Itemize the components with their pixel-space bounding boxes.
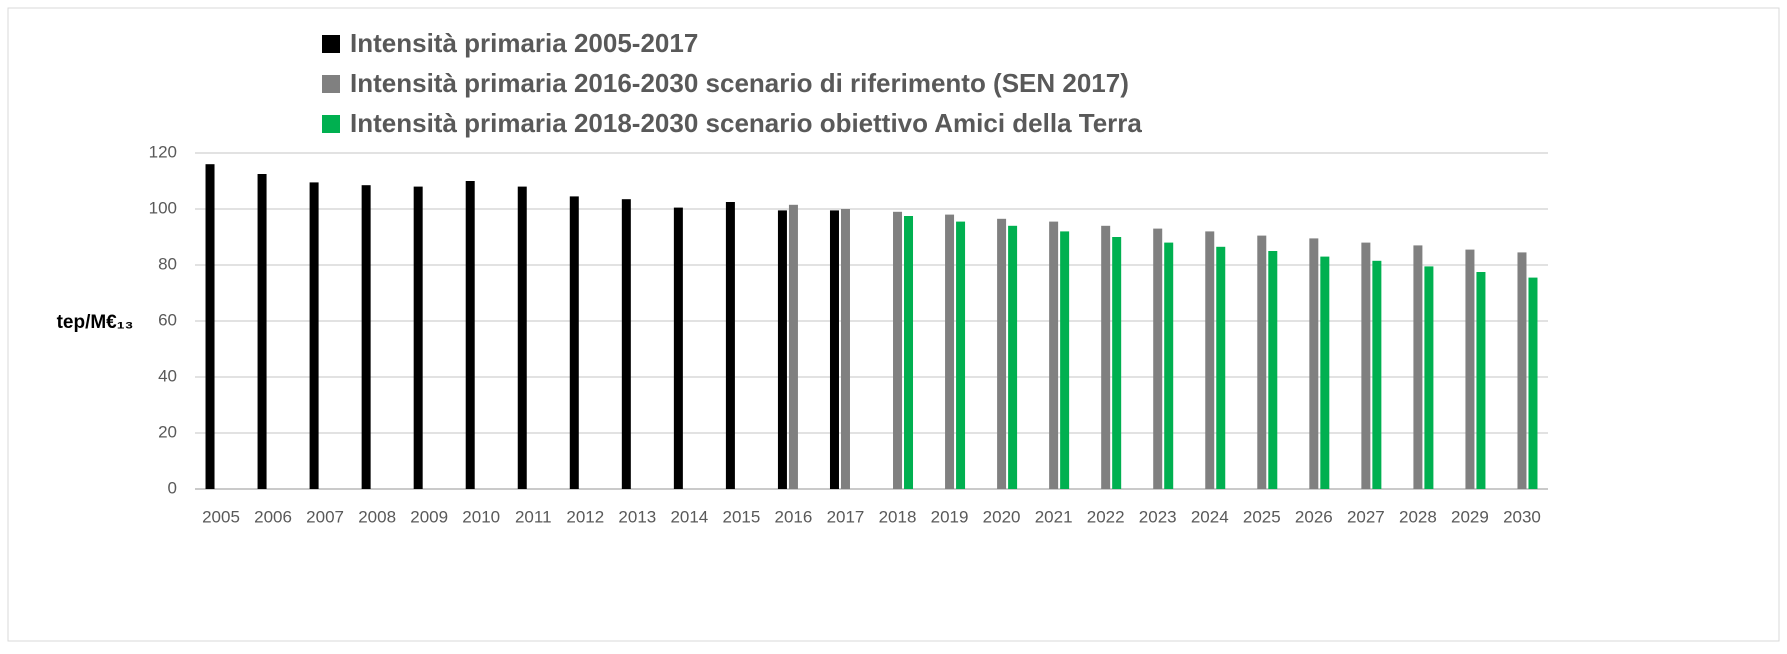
bar: [1112, 237, 1122, 489]
bar: [1008, 225, 1018, 490]
x-tick-label: 2018: [879, 507, 917, 526]
bar: [1424, 266, 1434, 489]
bar: [1216, 246, 1226, 489]
x-tick-label: 2005: [202, 507, 240, 526]
bar: [945, 214, 955, 489]
bar: [893, 211, 903, 490]
legend-label: Intensità primaria 2016-2030 scenario di…: [350, 68, 1129, 98]
x-tick-label: 2021: [1035, 507, 1073, 526]
x-tick-label: 2016: [775, 507, 813, 526]
bar: [413, 186, 423, 489]
bar: [1153, 228, 1163, 489]
x-tick-label: 2022: [1087, 507, 1125, 526]
bar: [788, 204, 798, 490]
bar: [904, 216, 914, 489]
x-tick-label: 2030: [1503, 507, 1541, 526]
x-tick-label: 2020: [983, 507, 1021, 526]
x-tick-label: 2023: [1139, 507, 1177, 526]
x-tick-label: 2015: [722, 507, 760, 526]
bar: [1164, 242, 1174, 489]
bar: [361, 185, 371, 489]
bar: [1049, 221, 1059, 489]
bar: [1465, 249, 1475, 489]
bar: [1320, 256, 1330, 489]
bar: [205, 164, 215, 489]
y-tick-label: 0: [168, 478, 177, 497]
y-tick-label: 100: [149, 198, 177, 217]
x-tick-label: 2006: [254, 507, 292, 526]
bar: [309, 182, 319, 489]
legend-swatch: [322, 115, 340, 133]
bar: [517, 186, 527, 489]
bar: [997, 218, 1007, 490]
bar: [829, 210, 839, 489]
x-tick-label: 2013: [618, 507, 656, 526]
bar: [777, 210, 787, 489]
bar: [1101, 225, 1111, 490]
y-tick-label: 20: [158, 422, 177, 441]
x-tick-label: 2019: [931, 507, 969, 526]
x-tick-label: 2009: [410, 507, 448, 526]
bar: [1517, 252, 1527, 489]
legend-label: Intensità primaria 2018-2030 scenario ob…: [350, 108, 1142, 138]
bar: [1476, 272, 1486, 489]
bar: [569, 196, 579, 489]
x-tick-label: 2011: [515, 507, 552, 526]
x-tick-label: 2014: [670, 507, 708, 526]
x-tick-label: 2010: [462, 507, 500, 526]
bar: [1528, 277, 1538, 489]
legend-swatch: [322, 75, 340, 93]
y-tick-label: 60: [158, 310, 177, 329]
x-tick-label: 2024: [1191, 507, 1229, 526]
bar: [725, 202, 735, 489]
x-tick-label: 2017: [827, 507, 865, 526]
x-tick-label: 2012: [566, 507, 604, 526]
y-tick-label: 80: [158, 254, 177, 273]
bar: [621, 199, 631, 489]
bar: [1060, 231, 1070, 489]
x-tick-label: 2028: [1399, 507, 1437, 526]
bar: [1268, 251, 1278, 489]
x-tick-label: 2027: [1347, 507, 1385, 526]
x-tick-label: 2026: [1295, 507, 1333, 526]
bar: [840, 209, 850, 489]
bar: [1413, 245, 1423, 489]
y-tick-label: 120: [149, 142, 177, 161]
bar: [1257, 235, 1267, 489]
legend-label: Intensità primaria 2005-2017: [350, 28, 698, 58]
y-axis-label: tep/M€₁₃: [57, 312, 134, 333]
legend-swatch: [322, 35, 340, 53]
bar: [673, 207, 683, 489]
x-tick-label: 2007: [306, 507, 344, 526]
bar: [257, 174, 267, 489]
bar: [465, 181, 475, 489]
bar: [956, 221, 966, 489]
x-tick-label: 2029: [1451, 507, 1489, 526]
bar: [1372, 260, 1382, 489]
x-tick-label: 2025: [1243, 507, 1281, 526]
y-tick-label: 40: [158, 366, 177, 385]
bar: [1361, 242, 1371, 489]
x-tick-label: 2008: [358, 507, 396, 526]
bar: [1309, 238, 1319, 489]
bar: [1205, 231, 1215, 489]
